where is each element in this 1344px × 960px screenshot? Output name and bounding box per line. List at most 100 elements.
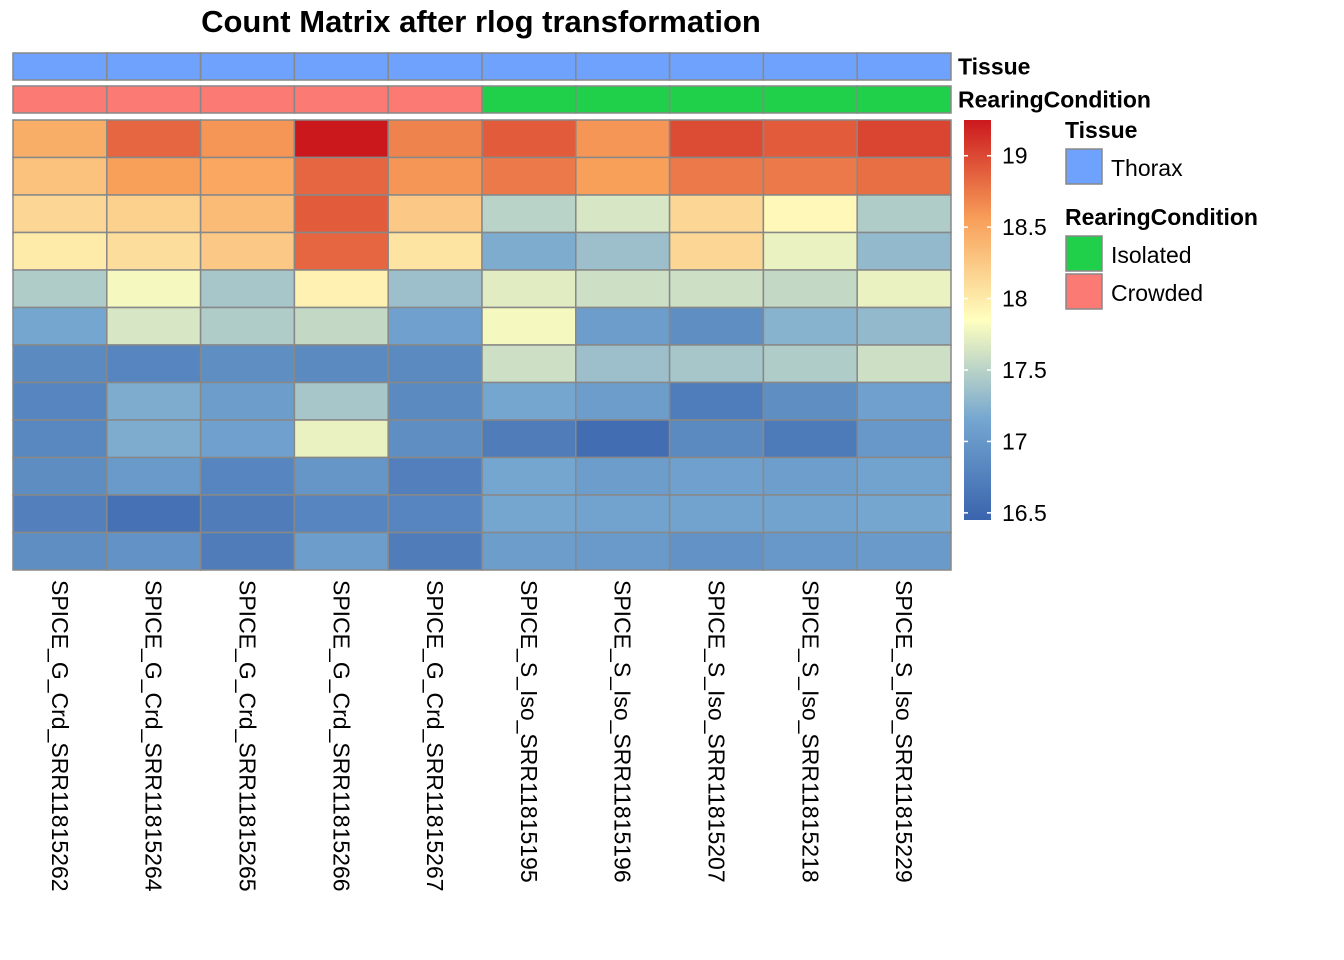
annotation-cell-tissue-2 (106, 52, 202, 81)
heatmap-cell-r4-c2 (106, 231, 202, 271)
heatmap-cell-r8-c2 (106, 381, 202, 421)
heatmap-cell-r1-c1 (12, 119, 108, 159)
heatmap-cell-r10-c5 (387, 456, 483, 496)
heatmap-cell-r2-c4 (293, 156, 389, 196)
heatmap-cell-r7-c8 (668, 344, 765, 384)
heatmap-cell-r6-c4 (293, 306, 389, 346)
legend-label-thorax: Thorax (1111, 155, 1183, 181)
heatmap-cell-r1-c4 (293, 119, 389, 159)
annotation-cell-tissue-7 (575, 52, 671, 81)
annotation-label-tissue: Tissue (958, 54, 1030, 80)
annotation-cell-tissue-10 (856, 52, 952, 81)
heatmap-cell-r11-c7 (575, 494, 671, 534)
color-scale-tick-label: 17.5 (1002, 357, 1047, 383)
heatmap-cell-r9-c7 (575, 419, 671, 459)
heatmap-cell-r9-c1 (12, 419, 108, 459)
heatmap-cell-r4-c7 (575, 231, 671, 271)
heatmap-cell-r10-c10 (856, 456, 952, 496)
heatmap-cell-r5-c1 (12, 269, 108, 309)
heatmap-cell-r11-c5 (387, 494, 483, 534)
heatmap-cell-r10-c1 (12, 456, 108, 496)
heatmap-cell-r5-c6 (481, 269, 577, 309)
heatmap-cell-r7-c5 (387, 344, 483, 384)
heatmap-cell-r11-c8 (668, 494, 765, 534)
heatmap-cell-r9-c9 (762, 419, 858, 459)
heatmap-cell-r9-c2 (106, 419, 202, 459)
heatmap-cell-r3-c1 (12, 194, 108, 234)
column-label-9: SPICE_S_Iso_SRR11815218 (797, 580, 823, 883)
heatmap-cell-r12-c10 (856, 531, 952, 571)
heatmap-cell-r5-c2 (106, 269, 202, 309)
heatmap-cell-r10-c3 (199, 456, 296, 496)
heatmap-cell-r6-c3 (199, 306, 296, 346)
heatmap-cell-r12-c7 (575, 531, 671, 571)
annotation-cell-rearingcondition-1 (12, 85, 108, 114)
annotation-legend: Tissue Thorax RearingCondition Isolated Crow… (1065, 117, 1258, 310)
heatmap-cell-r5-c8 (668, 269, 765, 309)
heatmap-cell-r2-c8 (668, 156, 765, 196)
heatmap-cell-r2-c1 (12, 156, 108, 196)
heatmap-cell-r11-c6 (481, 494, 577, 534)
heatmap-cell-r12-c4 (293, 531, 389, 571)
heatmap-cell-r10-c8 (668, 456, 765, 496)
legend-swatch-isolated (1065, 235, 1103, 272)
heatmap-cell-r2-c9 (762, 156, 858, 196)
column-label-4: SPICE_G_Crd_SRR11815266 (328, 580, 354, 892)
heatmap-cell-r2-c3 (199, 156, 296, 196)
heatmap-cell-r10-c6 (481, 456, 577, 496)
annotation-cell-rearingcondition-2 (106, 85, 202, 114)
annotation-cell-tissue-8 (668, 52, 765, 81)
heatmap-cell-r6-c2 (106, 306, 202, 346)
heatmap-cell-r6-c8 (668, 306, 765, 346)
heatmap-cell-r12-c9 (762, 531, 858, 571)
annotation-cell-tissue-3 (199, 52, 296, 81)
heatmap-cell-r3-c2 (106, 194, 202, 234)
annotation-cell-rearingcondition-7 (575, 85, 671, 114)
column-label-1: SPICE_G_Crd_SRR11815262 (47, 580, 73, 892)
heatmap-cell-r8-c6 (481, 381, 577, 421)
annotation-cell-tissue-9 (762, 52, 858, 81)
column-labels: SPICE_G_Crd_SRR11815262 SPICE_G_Crd_SRR11… (47, 580, 917, 892)
heatmap-cell-r4-c4 (293, 231, 389, 271)
heatmap-cell-r3-c9 (762, 194, 858, 234)
heatmap-cell-r3-c5 (387, 194, 483, 234)
heatmap-cell-r3-c10 (856, 194, 952, 234)
heatmap-cell-r8-c8 (668, 381, 765, 421)
heatmap-cell-r7-c6 (481, 344, 577, 384)
heatmap-cell-r4-c5 (387, 231, 483, 271)
heatmap-cell-r9-c8 (668, 419, 765, 459)
legend-label-crowded: Crowded (1111, 280, 1203, 306)
heatmap-cell-r8-c3 (199, 381, 296, 421)
heatmap-cell-r10-c7 (575, 456, 671, 496)
heatmap-cell-r7-c7 (575, 344, 671, 384)
heatmap-cell-r12-c1 (12, 531, 108, 571)
heatmap-cell-r5-c7 (575, 269, 671, 309)
color-scale-tick-label: 18.5 (1002, 214, 1047, 240)
color-scale-legend: 16.5 17 17.5 18 18.5 19 (964, 120, 1047, 526)
color-scale-tick-label: 16.5 (1002, 500, 1047, 526)
heatmap-cell-r4-c6 (481, 231, 577, 271)
heatmap-cell-r11-c4 (293, 494, 389, 534)
heatmap-cell-r11-c1 (12, 494, 108, 534)
column-label-6: SPICE_S_Iso_SRR11815195 (516, 580, 542, 883)
heatmap-cell-r10-c2 (106, 456, 202, 496)
heatmap-cell-r8-c1 (12, 381, 108, 421)
annotation-cell-rearingcondition-4 (293, 85, 389, 114)
heatmap-cell-r2-c2 (106, 156, 202, 196)
legend-title-rearingcondition: RearingCondition (1065, 204, 1258, 230)
heatmap-cell-r12-c6 (481, 531, 577, 571)
annotation-track-labels: Tissue RearingCondition (958, 54, 1151, 113)
color-scale-bar (964, 120, 991, 520)
heatmap-cell-r3-c7 (575, 194, 671, 234)
annotation-cell-rearingcondition-6 (481, 85, 577, 114)
annotation-cell-tissue-5 (387, 52, 483, 81)
column-label-3: SPICE_G_Crd_SRR11815265 (235, 580, 261, 892)
legend-title-tissue: Tissue (1065, 117, 1137, 143)
heatmap-cell-r4-c10 (856, 231, 952, 271)
heatmap-cell-r1-c2 (106, 119, 202, 159)
heatmap-cells (12, 119, 952, 571)
annotation-cell-rearingcondition-3 (199, 85, 296, 114)
heatmap-cell-r7-c1 (12, 344, 108, 384)
heatmap-cell-r1-c3 (199, 119, 296, 159)
